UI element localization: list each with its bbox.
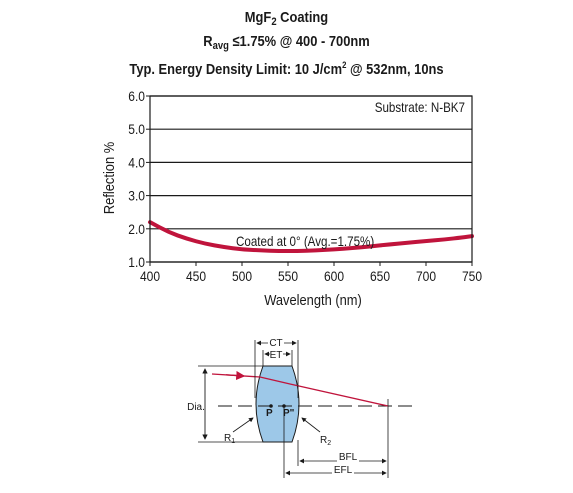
p-label: P — [266, 408, 273, 419]
y-tick-labels: 1.0 2.0 3.0 4.0 5.0 6.0 — [128, 88, 145, 270]
r2-leader — [301, 417, 321, 433]
chart-title-line-1: MgF2 Coating — [244, 9, 329, 28]
x-axis-label: Wavelength (nm) — [264, 291, 362, 308]
chart-title-block: MgF2 Coating Ravg ≤1.75% @ 400 - 700nm T… — [0, 8, 573, 79]
x-tick-label-2: 500 — [232, 268, 252, 284]
y-tick-label: 6.0 — [128, 88, 145, 104]
series-line-coated — [148, 220, 474, 254]
y-tick-label: 1.0 — [128, 254, 145, 270]
x-tick-label-5: 650 — [370, 268, 390, 284]
x-tick-labels: 400 450 500 550 600 650 700 750 — [140, 262, 482, 284]
et-label-bg — [270, 348, 283, 359]
efl-label-bg — [332, 465, 354, 476]
x-tick-label-1: 450 — [186, 268, 206, 284]
y-tick-label: 4.0 — [128, 155, 145, 171]
p-prime-label: P" — [283, 408, 295, 419]
ct-label-bg — [268, 336, 284, 347]
et-label: ET — [270, 350, 283, 361]
x-tick-label-6: 700 — [416, 268, 436, 284]
annotation-coated: Coated at 0° (Avg.=1.75%) — [236, 234, 374, 249]
annotation-substrate: Substrate: N-BK7 — [375, 100, 465, 115]
bfl-label-bg — [337, 452, 359, 463]
principal-point-p — [269, 404, 273, 408]
ct-label: CT — [269, 338, 282, 349]
chart-title-line-3: Typ. Energy Density Limit: 10 J/cm2 @ 53… — [129, 60, 444, 78]
r2-label: R2 — [320, 435, 331, 447]
x-tick-label-0: 400 — [140, 268, 160, 284]
r1-leader — [232, 417, 254, 433]
y-tick-label: 3.0 — [128, 188, 145, 204]
ray-path — [211, 373, 389, 407]
x-tick-label-7: 750 — [462, 268, 482, 284]
dia-label: Dia. — [187, 402, 205, 413]
reflection-chart: 1.0 2.0 3.0 4.0 5.0 6.0 400 450 500 550 600 650 700… — [100, 88, 482, 308]
lens-body — [255, 365, 300, 443]
bfl-label: BFL — [339, 452, 358, 463]
r1-label: R1 — [224, 433, 235, 445]
ray-arrowhead — [225, 370, 246, 381]
chart-title-line-2: Ravg ≤1.75% @ 400 - 700nm — [203, 33, 370, 52]
x-tick-label-3: 550 — [278, 268, 298, 284]
plot-frame — [149, 95, 473, 263]
y-tick-label: 2.0 — [128, 221, 145, 237]
y-axis-label: Reflection % — [100, 142, 117, 214]
x-tick-label-4: 600 — [324, 268, 344, 284]
y-tick-label: 5.0 — [128, 121, 145, 137]
efl-label: EFL — [334, 465, 353, 476]
